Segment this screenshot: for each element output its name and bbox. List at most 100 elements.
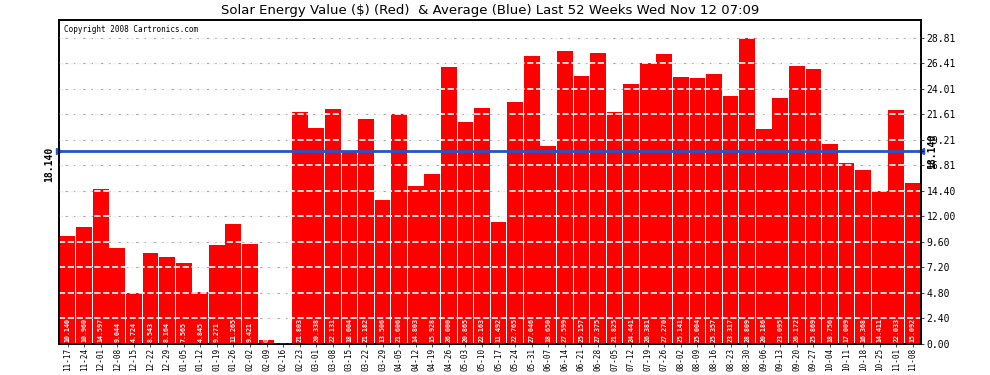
Bar [656,54,672,344]
Bar [806,69,822,344]
Text: 9.271: 9.271 [214,322,220,342]
Bar [491,222,507,344]
Text: 20.865: 20.865 [462,318,468,342]
Text: 8.164: 8.164 [164,322,170,342]
Text: 13.506: 13.506 [379,318,385,342]
Text: 27.270: 27.270 [661,318,667,342]
Text: 25.141: 25.141 [678,318,684,342]
Text: 18.756: 18.756 [827,318,833,342]
Text: 14.803: 14.803 [413,318,419,342]
Text: 26.172: 26.172 [794,318,800,342]
Text: 9.044: 9.044 [114,322,121,342]
Text: 0.000: 0.000 [280,322,286,342]
Bar [457,122,473,344]
Bar [690,78,705,344]
Text: 8.543: 8.543 [148,322,153,342]
Bar [673,76,689,344]
Bar [342,152,357,344]
Bar [706,74,722,344]
Bar [590,53,606,344]
Text: 21.803: 21.803 [297,318,303,342]
Bar [905,183,921,344]
Bar [110,248,125,344]
Bar [772,98,788,344]
Text: 23.317: 23.317 [728,318,734,342]
Text: 18.004: 18.004 [346,318,352,342]
Bar [209,245,225,344]
Bar [607,112,623,344]
Text: 15.928: 15.928 [430,318,436,342]
Text: 28.809: 28.809 [744,318,750,342]
Bar [93,189,109,344]
Bar [888,110,904,344]
Bar [573,76,589,344]
Text: 22.131: 22.131 [330,318,336,342]
Bar [76,227,92,344]
Bar [391,114,407,344]
Bar [557,51,573,344]
Text: 23.095: 23.095 [777,318,783,342]
Text: 21.825: 21.825 [612,318,618,342]
Text: 25.869: 25.869 [811,318,817,342]
Text: 22.163: 22.163 [479,318,485,342]
Text: 22.765: 22.765 [512,318,518,342]
Text: 20.338: 20.338 [313,318,319,342]
Bar [126,293,142,344]
Bar [789,66,805,344]
Text: 10.960: 10.960 [81,318,87,342]
Text: 11.265: 11.265 [231,318,237,342]
Title: Solar Energy Value ($) (Red)  & Average (Blue) Last 52 Weeks Wed Nov 12 07:09: Solar Energy Value ($) (Red) & Average (… [221,4,759,17]
Bar [524,56,540,344]
Bar [408,186,424,344]
Bar [176,263,191,344]
Bar [374,200,390,344]
Bar [839,163,854,344]
Text: 25.157: 25.157 [578,318,584,342]
Text: 18.650: 18.650 [545,318,551,342]
Text: 14.597: 14.597 [98,318,104,342]
Bar [723,96,739,344]
Bar [292,112,308,344]
Bar [740,38,755,344]
Bar [640,63,655,344]
Bar [308,128,324,344]
Text: 16.368: 16.368 [860,318,866,342]
Text: 17.009: 17.009 [843,318,849,342]
Text: 25.357: 25.357 [711,318,717,342]
Text: 10.140: 10.140 [64,318,70,342]
Bar [258,340,274,344]
Text: 11.492: 11.492 [496,318,502,342]
Bar [425,174,441,344]
Text: 27.599: 27.599 [562,318,568,342]
Text: 0.317: 0.317 [263,322,269,342]
Text: 22.033: 22.033 [893,318,899,342]
Bar [358,118,374,344]
Text: 9.421: 9.421 [247,322,252,342]
Bar [541,146,556,344]
Bar [59,236,75,344]
Text: 25.004: 25.004 [694,318,701,342]
Text: 26.000: 26.000 [446,318,451,342]
Bar [192,292,208,344]
Bar [474,108,490,344]
Bar [226,224,242,344]
Bar [822,144,838,344]
Bar [507,102,523,344]
Text: 7.565: 7.565 [180,322,187,342]
Bar [872,190,888,344]
Bar [756,129,771,344]
Bar [624,84,639,344]
Text: 4.845: 4.845 [197,322,203,342]
Text: 21.606: 21.606 [396,318,402,342]
Text: 15.092: 15.092 [910,318,916,342]
Text: 4.724: 4.724 [131,322,137,342]
Text: 21.182: 21.182 [363,318,369,342]
Bar [143,253,158,344]
Text: 27.046: 27.046 [529,318,535,342]
Text: 24.441: 24.441 [628,318,635,342]
Text: 20.186: 20.186 [760,318,766,342]
Bar [855,170,871,344]
Text: 26.381: 26.381 [644,318,650,342]
Text: Copyright 2008 Cartronics.com: Copyright 2008 Cartronics.com [63,25,198,34]
Text: 27.375: 27.375 [595,318,601,342]
